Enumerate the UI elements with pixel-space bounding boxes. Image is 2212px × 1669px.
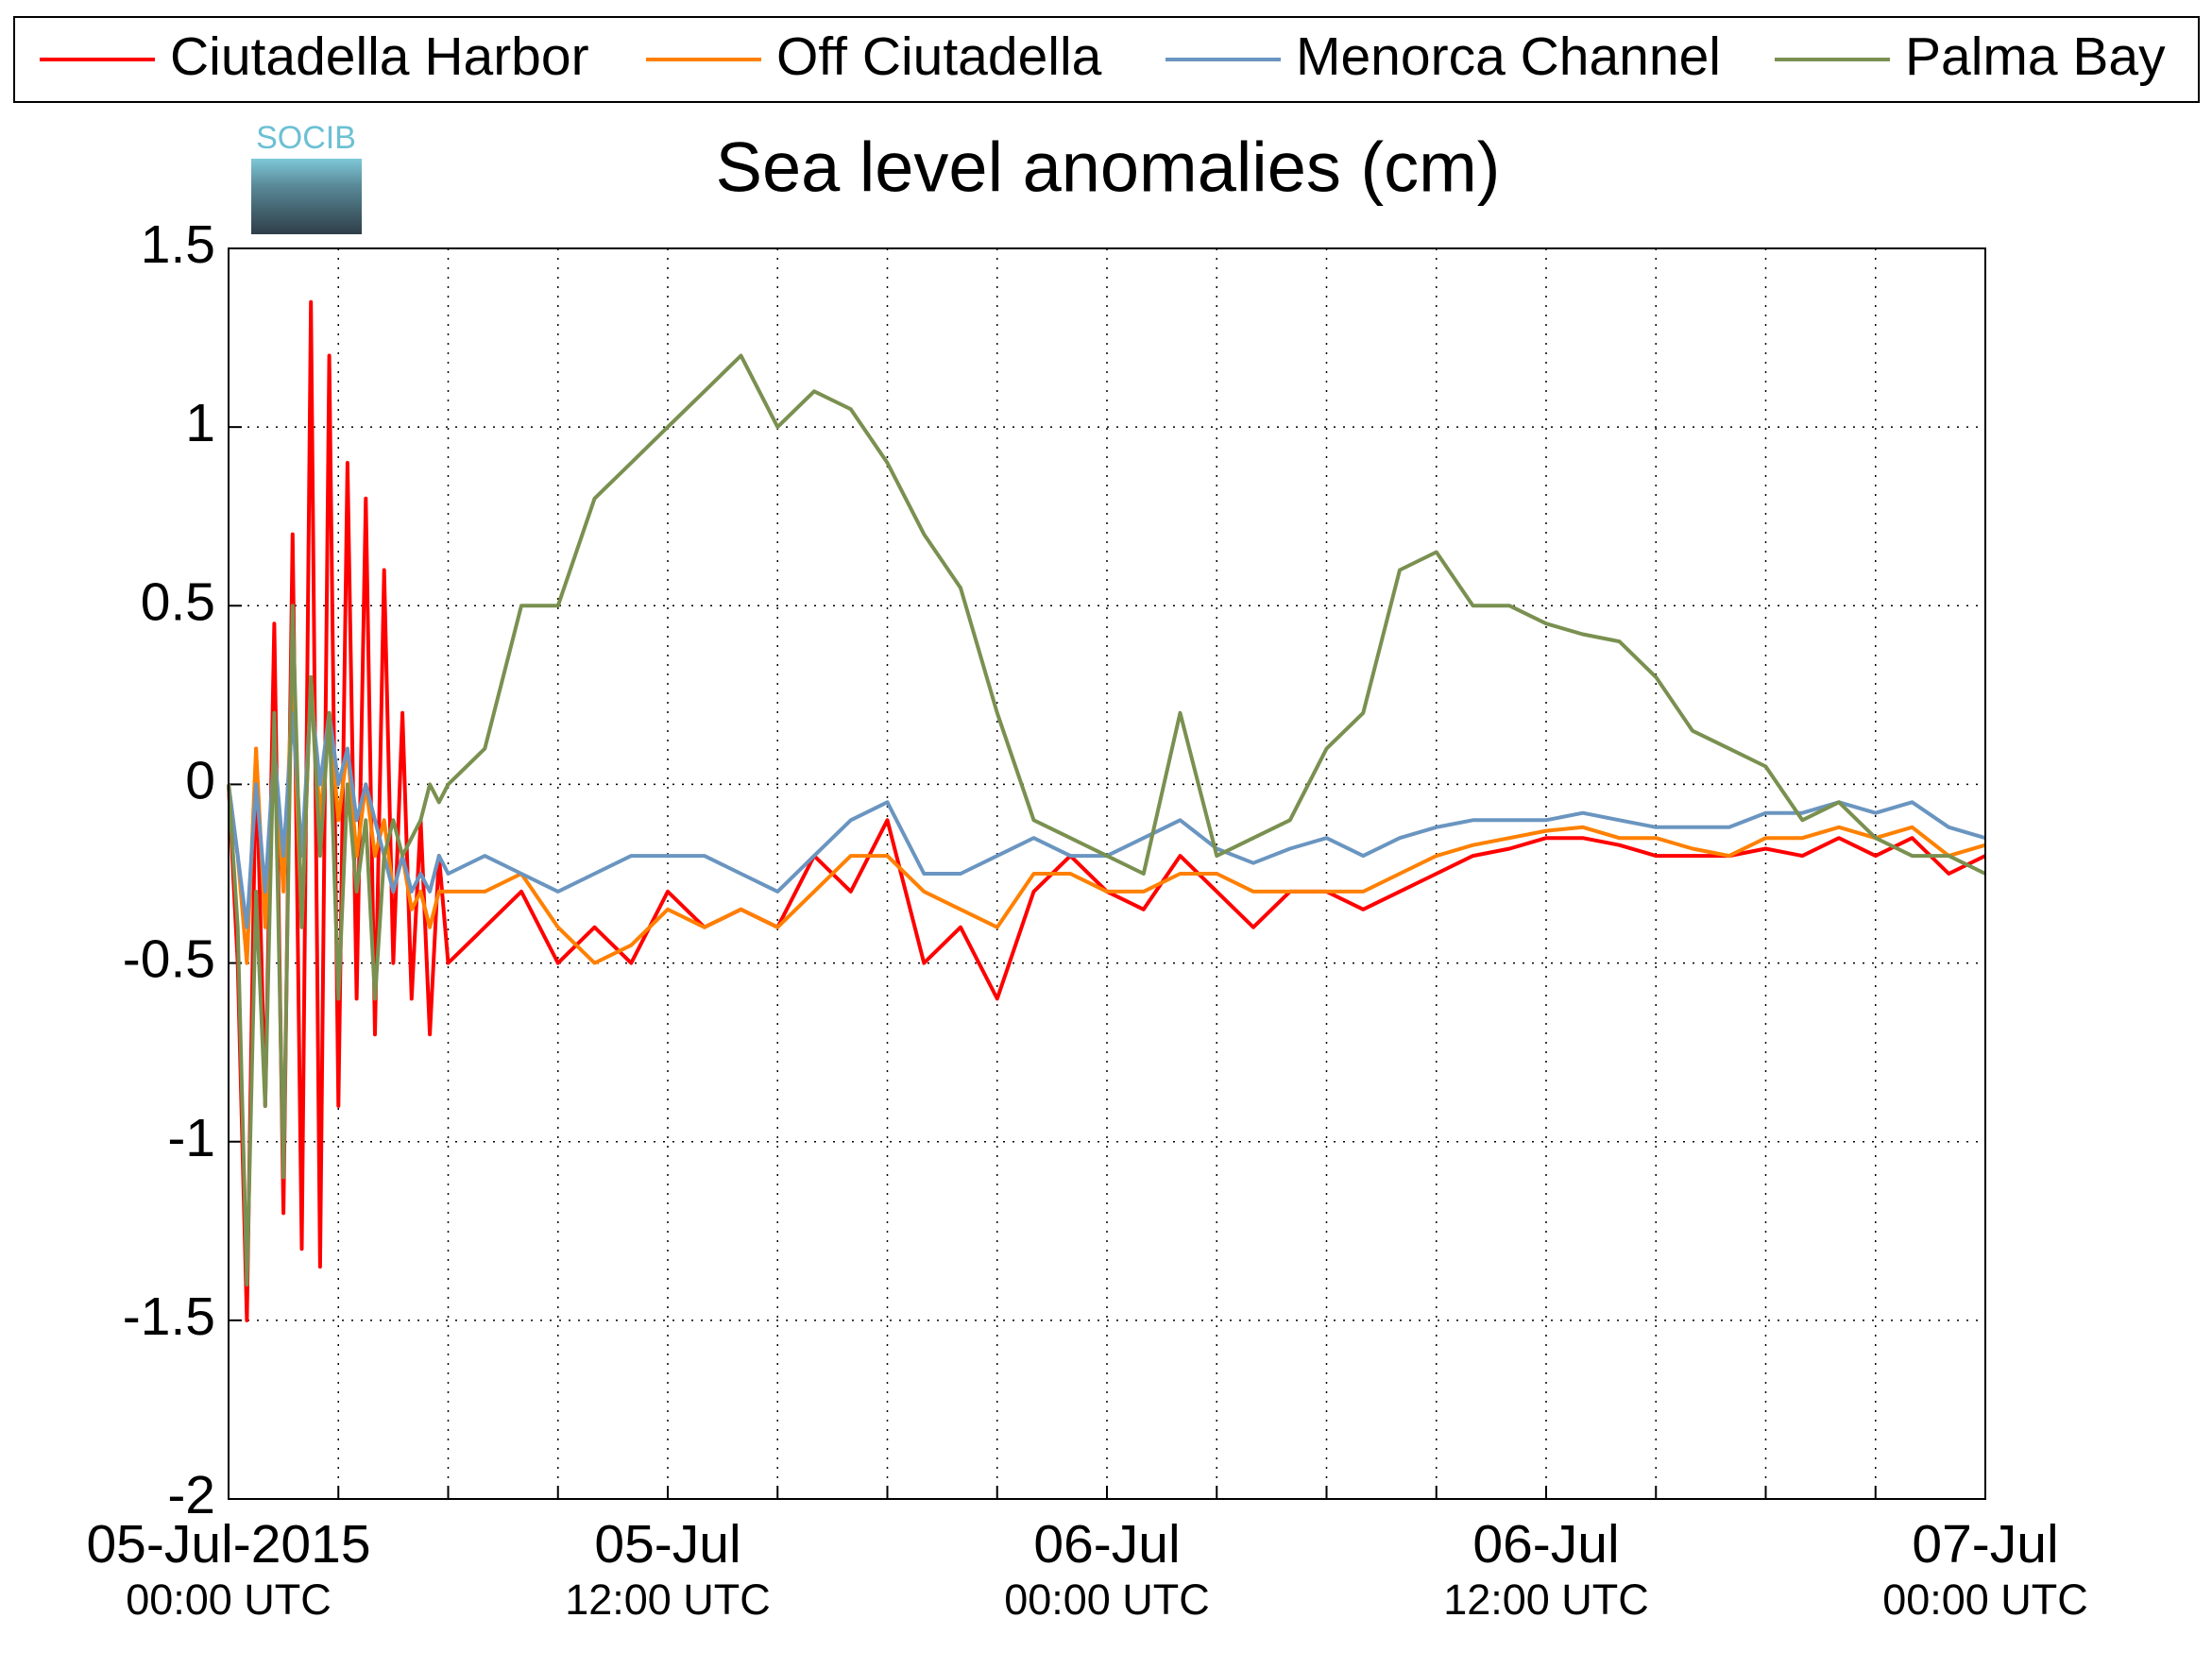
- y-tick-label: 0: [185, 750, 215, 810]
- y-tick-label: -0.5: [123, 929, 215, 990]
- legend-label: Menorca Channel: [1296, 26, 1721, 87]
- x-tick-label: 07-Jul: [1912, 1514, 2058, 1575]
- x-tick-label: 06-Jul: [1033, 1514, 1180, 1575]
- y-tick-label: 1: [185, 393, 215, 453]
- logo: SOCIB: [251, 120, 362, 234]
- series-line: [227, 353, 1986, 1286]
- x-tick-sublabel: 12:00 UTC: [565, 1575, 771, 1624]
- legend-label: Palma Bay: [1905, 26, 2166, 87]
- x-tick-label: 05-Jul: [594, 1514, 740, 1575]
- y-tick-label: -1: [167, 1108, 215, 1168]
- x-tick-sublabel: 00:00 UTC: [126, 1575, 332, 1624]
- logo-text: SOCIB: [256, 120, 356, 156]
- chart-title: Sea level anomalies (cm): [716, 128, 1501, 207]
- y-tick-label: -2: [167, 1465, 215, 1525]
- legend-label: Off Ciutadella: [776, 26, 1102, 87]
- series-line: [227, 299, 1986, 1322]
- x-tick-sublabel: 00:00 UTC: [1004, 1575, 1210, 1624]
- x-tick-label: 05-Jul-2015: [86, 1514, 370, 1575]
- logo-image: [251, 159, 362, 234]
- x-tick-label: 06-Jul: [1472, 1514, 1619, 1575]
- y-tick-label: -1.5: [123, 1286, 215, 1347]
- x-tick-sublabel: 12:00 UTC: [1443, 1575, 1649, 1624]
- plot-frame: [228, 247, 1986, 1500]
- y-tick-label: 1.5: [141, 214, 215, 275]
- legend-label: Ciutadella Harbor: [170, 26, 589, 87]
- x-tick-sublabel: 00:00 UTC: [1882, 1575, 2088, 1624]
- y-tick-label: 0.5: [141, 571, 215, 632]
